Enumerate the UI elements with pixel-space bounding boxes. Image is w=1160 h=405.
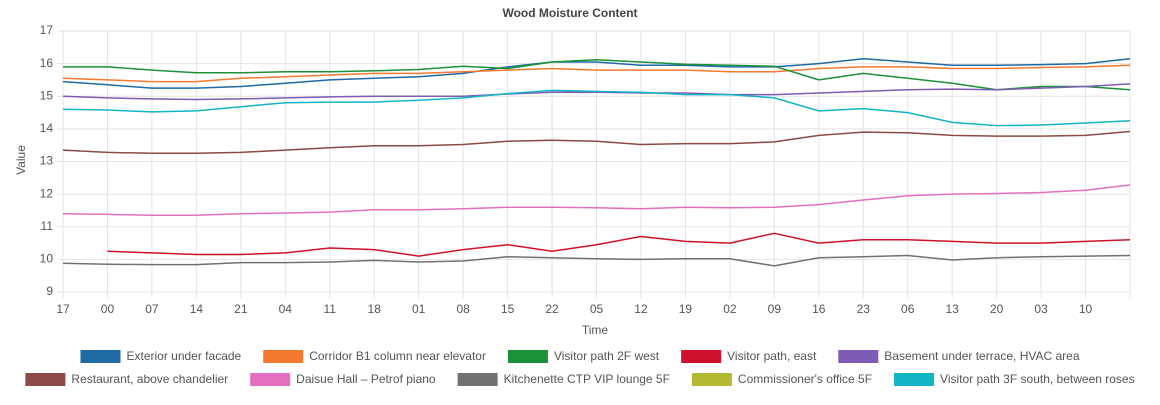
x-tick-label: 06 (901, 302, 915, 316)
x-tick-label: 19 (679, 302, 693, 316)
x-tick-label: 14 (190, 302, 204, 316)
x-tick-label: 23 (857, 302, 871, 316)
x-tick-label: 08 (456, 302, 470, 316)
legend-swatch (25, 373, 66, 386)
y-tick-label: 14 (40, 121, 54, 135)
x-tick-label: 18 (368, 302, 382, 316)
y-tick-label: 11 (41, 219, 54, 233)
series-line (63, 58, 1131, 91)
legend-swatch (457, 373, 498, 386)
legend-swatch (250, 373, 291, 386)
y-tick-label: 12 (40, 186, 54, 200)
x-tick-label: 11 (324, 302, 337, 316)
y-tick-label: 13 (40, 154, 54, 168)
legend-row: Exterior under facade Corridor B1 column … (80, 349, 1080, 363)
legend-row: Restaurant, above chandelier Daisue Hall … (25, 372, 1135, 386)
legend-label: Kitchenette CTP VIP lounge 5F (504, 372, 670, 386)
y-tick-label: 17 (40, 23, 54, 37)
legend-label: Corridor B1 column near elevator (309, 349, 486, 363)
x-tick-label: 17 (56, 302, 70, 316)
x-axis-label: Time (582, 323, 609, 337)
legend-swatch (691, 373, 732, 386)
x-tick-label: 00 (101, 302, 115, 316)
x-tick-label: 09 (768, 302, 782, 316)
series-line (62, 130, 1131, 155)
y-tick-label: 9 (46, 284, 53, 298)
x-tick-label: 22 (545, 302, 559, 316)
x-tick-label: 03 (1034, 302, 1048, 316)
x-tick-label: 15 (501, 302, 515, 316)
x-tick-label: 10 (1079, 302, 1093, 316)
x-tick-label: 13 (945, 302, 959, 316)
series-line (62, 83, 1131, 101)
series-line (62, 254, 1131, 267)
x-tick-label: 20 (990, 302, 1004, 316)
series-line (62, 184, 1131, 217)
legend-swatch (80, 350, 121, 363)
legend-label: Exterior under facade (126, 349, 241, 363)
legend-swatch (838, 350, 879, 363)
legend-label: Daisue Hall – Petrof piano (296, 372, 436, 386)
series-line (62, 64, 1131, 83)
y-tick-label: 10 (40, 252, 54, 266)
y-tick-label: 16 (40, 56, 54, 70)
y-tick-label: 15 (40, 88, 54, 102)
x-tick-label: 04 (279, 302, 293, 316)
legend-label: Commissioner's office 5F (738, 372, 872, 386)
x-tick-label: 21 (234, 302, 248, 316)
x-tick-label: 05 (590, 302, 604, 316)
x-tick-label: 12 (634, 302, 648, 316)
legend-label: Restaurant, above chandelier (71, 372, 228, 386)
x-tick-label: 07 (145, 302, 159, 316)
legend-label: Visitor path 3F south, between roses (940, 372, 1135, 386)
legend-swatch (507, 350, 548, 363)
series-line (107, 232, 1131, 257)
series-line (62, 57, 1131, 89)
x-tick-label: 01 (412, 302, 426, 316)
series-line (62, 89, 1131, 127)
y-axis-label: Value (14, 145, 28, 175)
legend-label: Visitor path, east (727, 349, 817, 363)
legend-label: Basement under terrace, HVAC area (884, 349, 1080, 363)
x-tick-label: 02 (723, 302, 737, 316)
legend-swatch (681, 350, 722, 363)
x-tick-label: 16 (812, 302, 826, 316)
legend-label: Visitor path 2F west (554, 349, 660, 363)
legend-swatch (263, 350, 304, 363)
legend-swatch (894, 373, 935, 386)
chart-title: Wood Moisture Content (502, 6, 637, 20)
